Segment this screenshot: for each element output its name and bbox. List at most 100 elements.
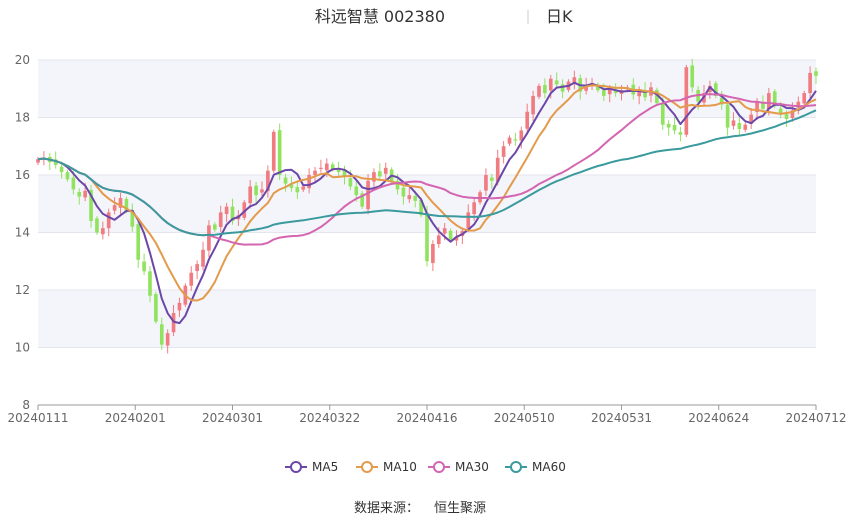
- candle: [725, 100, 730, 136]
- candle-body: [643, 90, 647, 98]
- candle-body: [118, 198, 123, 208]
- candle-body: [242, 202, 247, 218]
- candle-body: [413, 195, 418, 201]
- candle: [731, 112, 736, 130]
- x-tick-label: 20240201: [105, 411, 166, 425]
- candle-body: [130, 210, 135, 227]
- candle-body: [442, 228, 447, 234]
- candle-body: [684, 67, 689, 135]
- ma10-line: [37, 84, 817, 302]
- candle-body: [554, 80, 559, 85]
- candle-body: [601, 90, 606, 96]
- legend-item-ma5[interactable]: MA5: [285, 460, 338, 474]
- candle: [201, 241, 205, 271]
- candle: [65, 169, 70, 182]
- candle: [531, 90, 535, 121]
- candle: [154, 291, 158, 324]
- candle-body: [419, 200, 423, 216]
- candle-body: [383, 167, 388, 174]
- candle-body: [59, 166, 64, 173]
- candle-body: [519, 130, 524, 141]
- candle-body: [719, 97, 724, 105]
- moving-average-lines: [37, 81, 817, 325]
- candle-body: [207, 225, 211, 251]
- candle: [118, 192, 123, 215]
- legend-label: MA60: [532, 460, 566, 474]
- legend-item-ma30[interactable]: MA30: [428, 460, 489, 474]
- candle-body: [201, 249, 205, 267]
- candle: [165, 329, 170, 354]
- candle: [130, 203, 135, 232]
- candle: [271, 129, 276, 173]
- candle-body: [713, 83, 718, 96]
- candle: [224, 202, 229, 223]
- candle-body: [772, 91, 777, 106]
- candle-body: [660, 103, 665, 125]
- legend-item-ma10[interactable]: MA10: [356, 460, 417, 474]
- candle-body: [154, 294, 158, 322]
- candle-body: [814, 71, 818, 76]
- candle: [383, 162, 388, 181]
- candle: [277, 123, 282, 181]
- candle: [543, 78, 547, 99]
- candle-body: [790, 110, 795, 119]
- candle-body: [596, 84, 600, 91]
- candle-body: [407, 195, 412, 200]
- y-tick-label: 16: [15, 168, 30, 182]
- candle: [106, 208, 111, 237]
- candle: [112, 197, 117, 215]
- candle-body: [366, 180, 370, 210]
- y-tick-label: 8: [22, 398, 30, 412]
- candle-body: [124, 198, 129, 211]
- candle: [572, 70, 577, 90]
- candle-body: [525, 111, 530, 129]
- candle: [767, 87, 771, 116]
- candle-body: [142, 261, 146, 272]
- x-tick-label: 20240111: [7, 411, 68, 425]
- candle-body: [678, 132, 683, 135]
- candle-body: [607, 88, 612, 95]
- legend-marker: [361, 461, 373, 473]
- candle-body: [778, 108, 783, 114]
- candle: [743, 122, 748, 133]
- candle: [425, 206, 429, 267]
- candle-body: [95, 218, 99, 233]
- candle: [218, 205, 223, 233]
- legend[interactable]: MA5 MA10 MA30 MA60: [285, 460, 566, 474]
- candle-body: [271, 131, 276, 171]
- candle-body: [260, 189, 264, 193]
- y-tick-label: 14: [15, 226, 30, 240]
- candle-body: [425, 212, 429, 262]
- candle: [690, 58, 695, 93]
- candle-body: [543, 85, 547, 94]
- grid-band: [38, 60, 816, 118]
- candle-body: [731, 120, 736, 126]
- candle: [195, 260, 199, 280]
- candle-body: [796, 101, 801, 108]
- chart-title: 科远智慧 002380: [315, 7, 445, 26]
- candle-body: [89, 189, 93, 221]
- candle: [407, 187, 412, 203]
- candle-body: [395, 180, 400, 190]
- candle-body: [136, 224, 141, 260]
- candle-body: [513, 139, 518, 141]
- candle-body: [224, 206, 229, 215]
- candle: [366, 174, 370, 215]
- candle-body: [254, 185, 258, 196]
- legend-item-ma60[interactable]: MA60: [505, 460, 566, 474]
- candle: [142, 253, 146, 276]
- source-label: 数据来源：: [354, 501, 419, 516]
- candle-body: [372, 172, 376, 182]
- candle-body: [708, 85, 712, 93]
- candle: [519, 126, 524, 149]
- candle-body: [495, 157, 500, 182]
- candle: [77, 188, 82, 205]
- x-tick-label: 20240301: [202, 411, 263, 425]
- candle: [360, 191, 364, 209]
- candle: [466, 204, 471, 233]
- candle-body: [65, 172, 70, 180]
- legend-marker: [433, 461, 445, 473]
- candle-body: [484, 175, 488, 191]
- x-tick-label: 20240510: [494, 411, 555, 425]
- candle-body: [802, 93, 807, 104]
